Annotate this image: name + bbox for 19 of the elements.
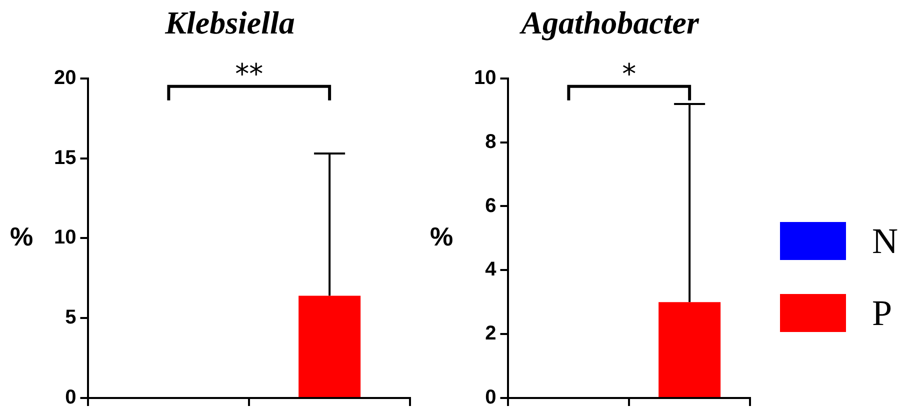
chart-title: Klebsiella — [164, 4, 295, 40]
annotation: ** — [235, 57, 264, 90]
y-tick-label: 10 — [54, 226, 76, 249]
legend-label: N — [872, 221, 898, 261]
y-tick-label: 4 — [485, 258, 498, 281]
y-tick-label: 10 — [474, 66, 496, 89]
y-tick-label: 0 — [65, 386, 76, 409]
y-tick-label: 6 — [485, 194, 496, 217]
chart-title: Agathobacter — [519, 4, 700, 40]
legend-label: P — [872, 293, 892, 333]
y-tick-label: 2 — [485, 322, 496, 345]
y-axis-title: % — [10, 221, 34, 252]
y-tick-label: 15 — [54, 146, 76, 169]
y-tick-label: 0 — [485, 386, 496, 409]
y-tick-label: 20 — [54, 66, 76, 89]
y-tick-label: 5 — [65, 306, 76, 329]
annotation: * — [622, 57, 636, 90]
y-axis-title: % — [430, 221, 454, 252]
y-tick-label: 8 — [485, 130, 496, 153]
